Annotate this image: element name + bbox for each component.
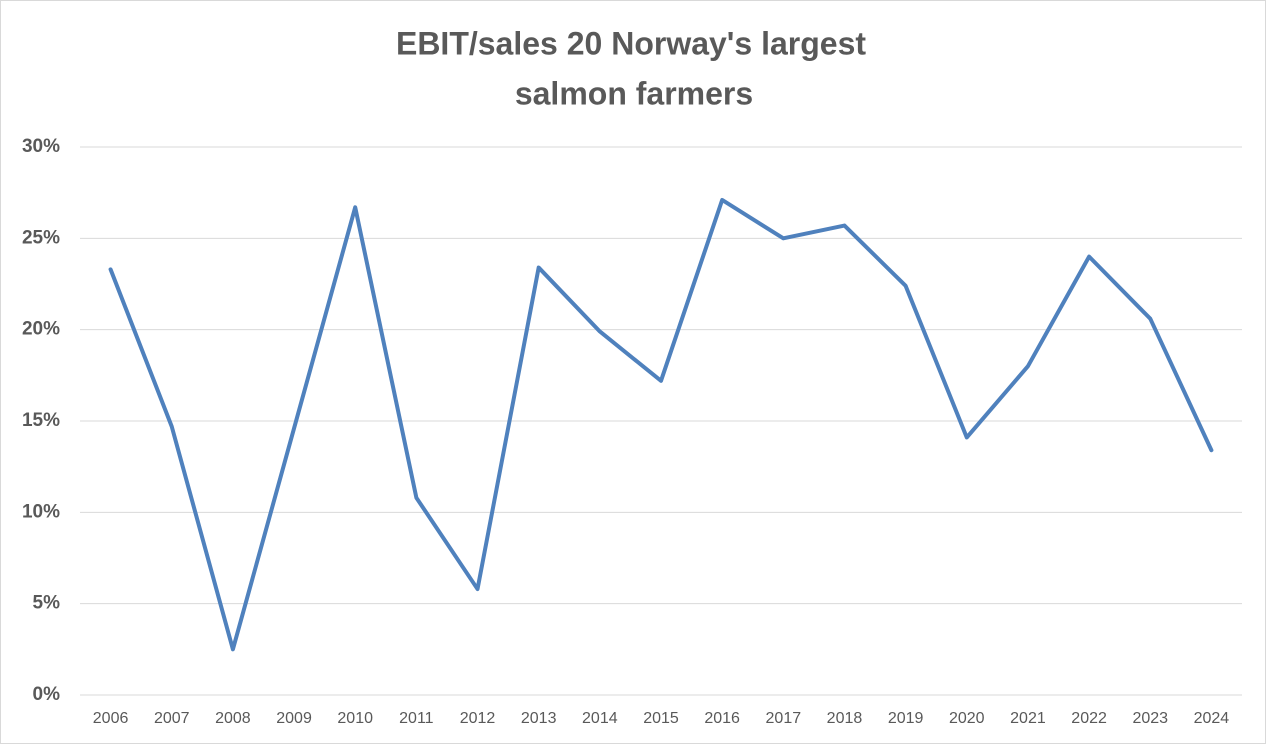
x-tick-label: 2009	[276, 710, 312, 727]
x-tick-label: 2024	[1194, 710, 1230, 727]
x-tick-label: 2014	[582, 710, 618, 727]
x-tick-label: 2018	[827, 710, 863, 727]
x-tick-label: 2019	[888, 710, 924, 727]
data-line	[108, 197, 1214, 652]
x-tick-label: 2021	[1010, 710, 1046, 727]
x-tick-label: 2016	[704, 710, 740, 727]
x-tick-label: 2015	[643, 710, 679, 727]
x-tick-label: 2010	[337, 710, 373, 727]
chart-title: EBIT/sales 20 Norway's largest	[396, 25, 866, 61]
y-tick-label: 15%	[22, 410, 60, 431]
x-tick-label: 2012	[460, 710, 496, 727]
x-tick-label: 2011	[399, 710, 434, 727]
x-tick-label: 2007	[154, 710, 190, 727]
x-tick-label: 2023	[1132, 710, 1168, 727]
y-tick-label: 25%	[22, 227, 60, 248]
x-tick-label: 2006	[93, 710, 129, 727]
x-tick-label: 2017	[766, 710, 802, 727]
chart-title: salmon farmers	[515, 75, 753, 111]
y-tick-label: 0%	[33, 684, 61, 705]
y-tick-label: 10%	[22, 501, 60, 522]
x-tick-label: 2013	[521, 710, 557, 727]
x-tick-label: 2020	[949, 710, 985, 727]
y-tick-label: 5%	[33, 593, 61, 614]
y-tick-label: 30%	[22, 136, 60, 157]
x-tick-label: 2022	[1071, 710, 1107, 727]
y-tick-label: 20%	[22, 319, 60, 340]
x-tick-label: 2008	[215, 710, 251, 727]
